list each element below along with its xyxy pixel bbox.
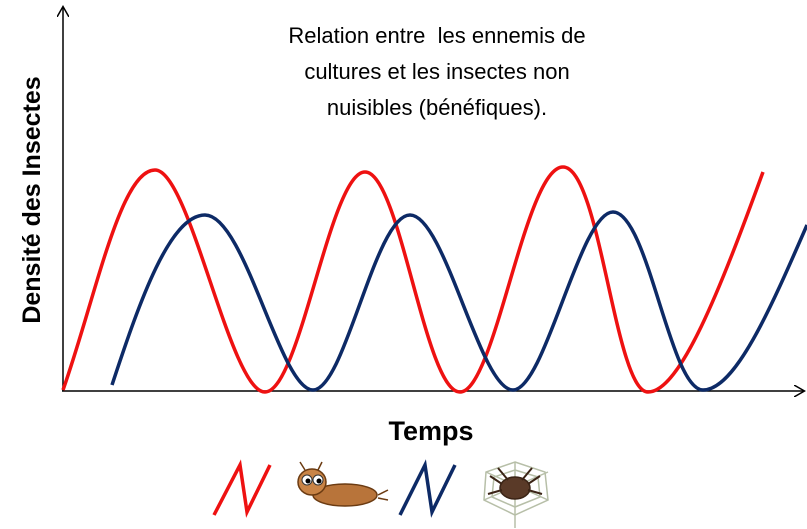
x-axis-label: Temps [388,416,473,446]
y-axis-label: Densité des Insectes [18,76,46,323]
pest-curve [63,167,763,392]
legend-pest-line [214,465,270,515]
title-line: Relation entre les ennemis de [288,23,585,48]
diagram: Relation entre les ennemis de cultures e… [0,0,807,529]
title-line: cultures et les insectes non [304,59,569,84]
title-line: nuisibles (bénéfiques). [327,95,547,120]
spider-icon [484,462,548,528]
legend-beneficial-line [400,465,455,515]
caterpillar-icon [298,462,388,506]
